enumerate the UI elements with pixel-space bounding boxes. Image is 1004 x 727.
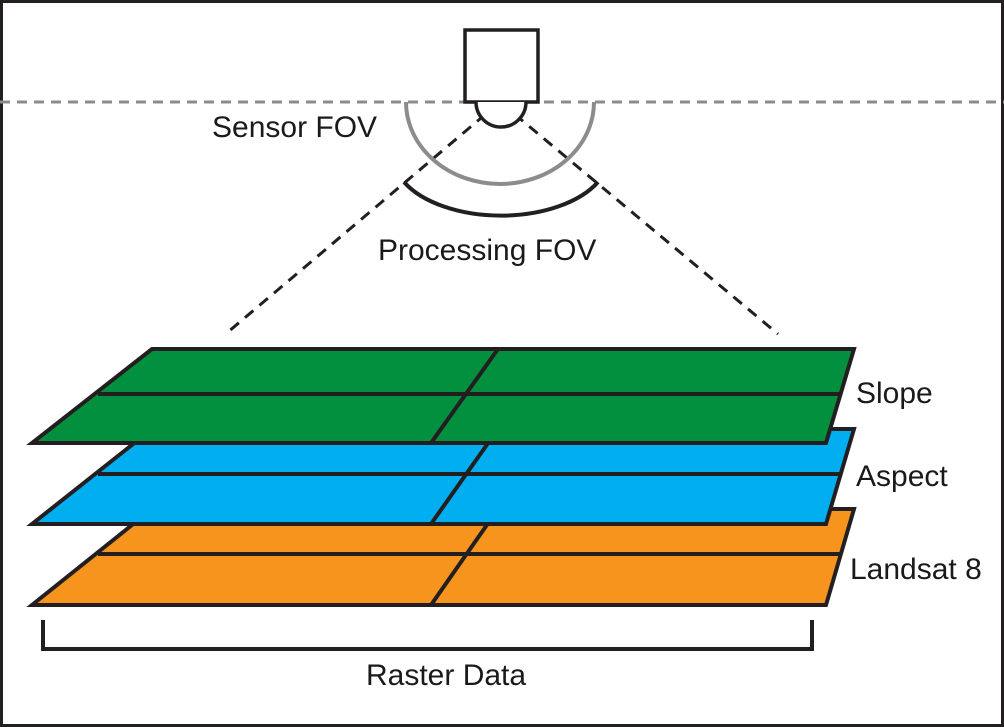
layer-label-aspect: Aspect xyxy=(856,460,948,493)
raster-data-label: Raster Data xyxy=(366,659,526,692)
fov-ray-left xyxy=(227,100,501,334)
layer-landsat-8 xyxy=(26,507,857,607)
sensor-fov-label: Sensor FOV xyxy=(212,111,377,144)
layer-label-landsat-8: Landsat 8 xyxy=(850,553,982,586)
layer-slope xyxy=(26,347,857,445)
sensor-lens-icon xyxy=(474,101,528,129)
processing-fov-arc xyxy=(402,180,600,218)
sensor-fov-arc xyxy=(404,101,596,186)
raster-data-bracket xyxy=(41,620,814,651)
processing-fov-label: Processing FOV xyxy=(378,234,596,267)
fov-ray-right xyxy=(499,100,779,336)
layer-slope-gridline xyxy=(429,347,500,445)
sensor-body xyxy=(463,28,540,104)
layer-label-slope: Slope xyxy=(856,377,933,410)
